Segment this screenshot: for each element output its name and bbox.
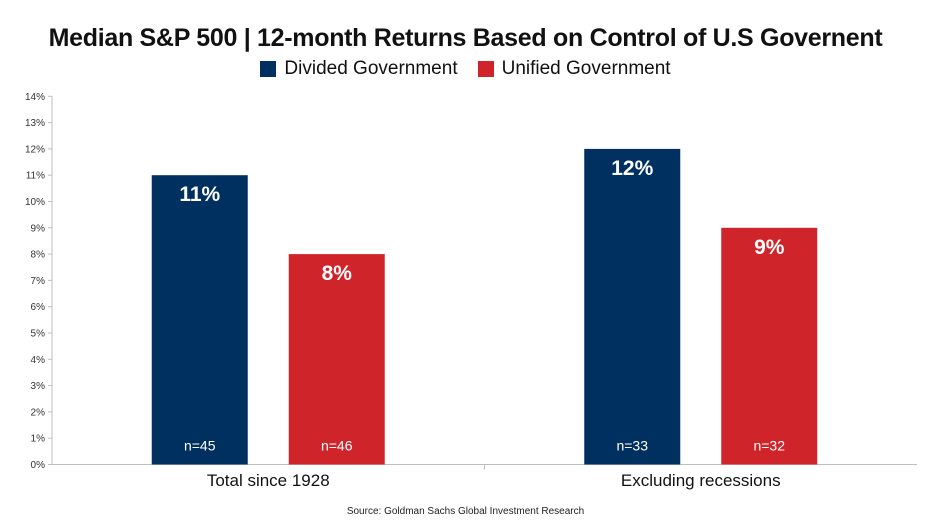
bar-count-label: n=33 (616, 438, 648, 454)
y-tick-label: 14% (25, 92, 45, 103)
y-tick-label: 3% (31, 381, 46, 392)
bar (288, 254, 385, 465)
y-tick-label: 7% (31, 276, 46, 287)
source-note: Source: Goldman Sachs Global Investment … (346, 506, 585, 517)
bar-value-label: 9% (754, 236, 785, 259)
bar (721, 227, 818, 465)
x-category-label: Total since 1928 (207, 471, 330, 490)
y-tick-label: 8% (31, 250, 46, 261)
bar-count-label: n=46 (321, 438, 353, 454)
y-tick-label: 12% (25, 144, 45, 155)
chart-title: Median S&P 500 | 12-month Returns Based … (48, 24, 883, 52)
legend-swatch-divided (260, 61, 277, 77)
y-tick-label: 10% (25, 197, 45, 208)
legend-swatch-unified (477, 61, 494, 77)
y-tick-label: 9% (31, 223, 46, 234)
y-tick-label: 2% (31, 407, 46, 418)
bar-count-label: n=32 (753, 438, 785, 454)
legend-label-divided: Divided Government (284, 58, 458, 79)
y-tick-label: 4% (31, 355, 46, 366)
legend-item-unified: Unified Government (477, 58, 671, 80)
legend-label-unified: Unified Government (501, 58, 671, 79)
chart-legend: Divided Government Unified Government (0, 58, 931, 80)
y-tick-label: 6% (31, 302, 46, 313)
x-category-label: Excluding recessions (621, 471, 781, 490)
y-tick-label: 5% (31, 329, 46, 340)
y-tick-label: 0% (31, 460, 46, 471)
legend-item-divided: Divided Government (260, 58, 458, 80)
y-tick-label: 1% (31, 434, 46, 445)
y-tick-label: 11% (26, 171, 45, 182)
bar-count-label: n=45 (184, 438, 216, 454)
bar-value-label: 11% (179, 183, 220, 206)
bar (584, 148, 681, 465)
bar (151, 175, 248, 465)
bar-value-label: 8% (322, 262, 353, 285)
y-tick-label: 13% (25, 118, 45, 129)
bar-value-label: 12% (611, 157, 653, 180)
